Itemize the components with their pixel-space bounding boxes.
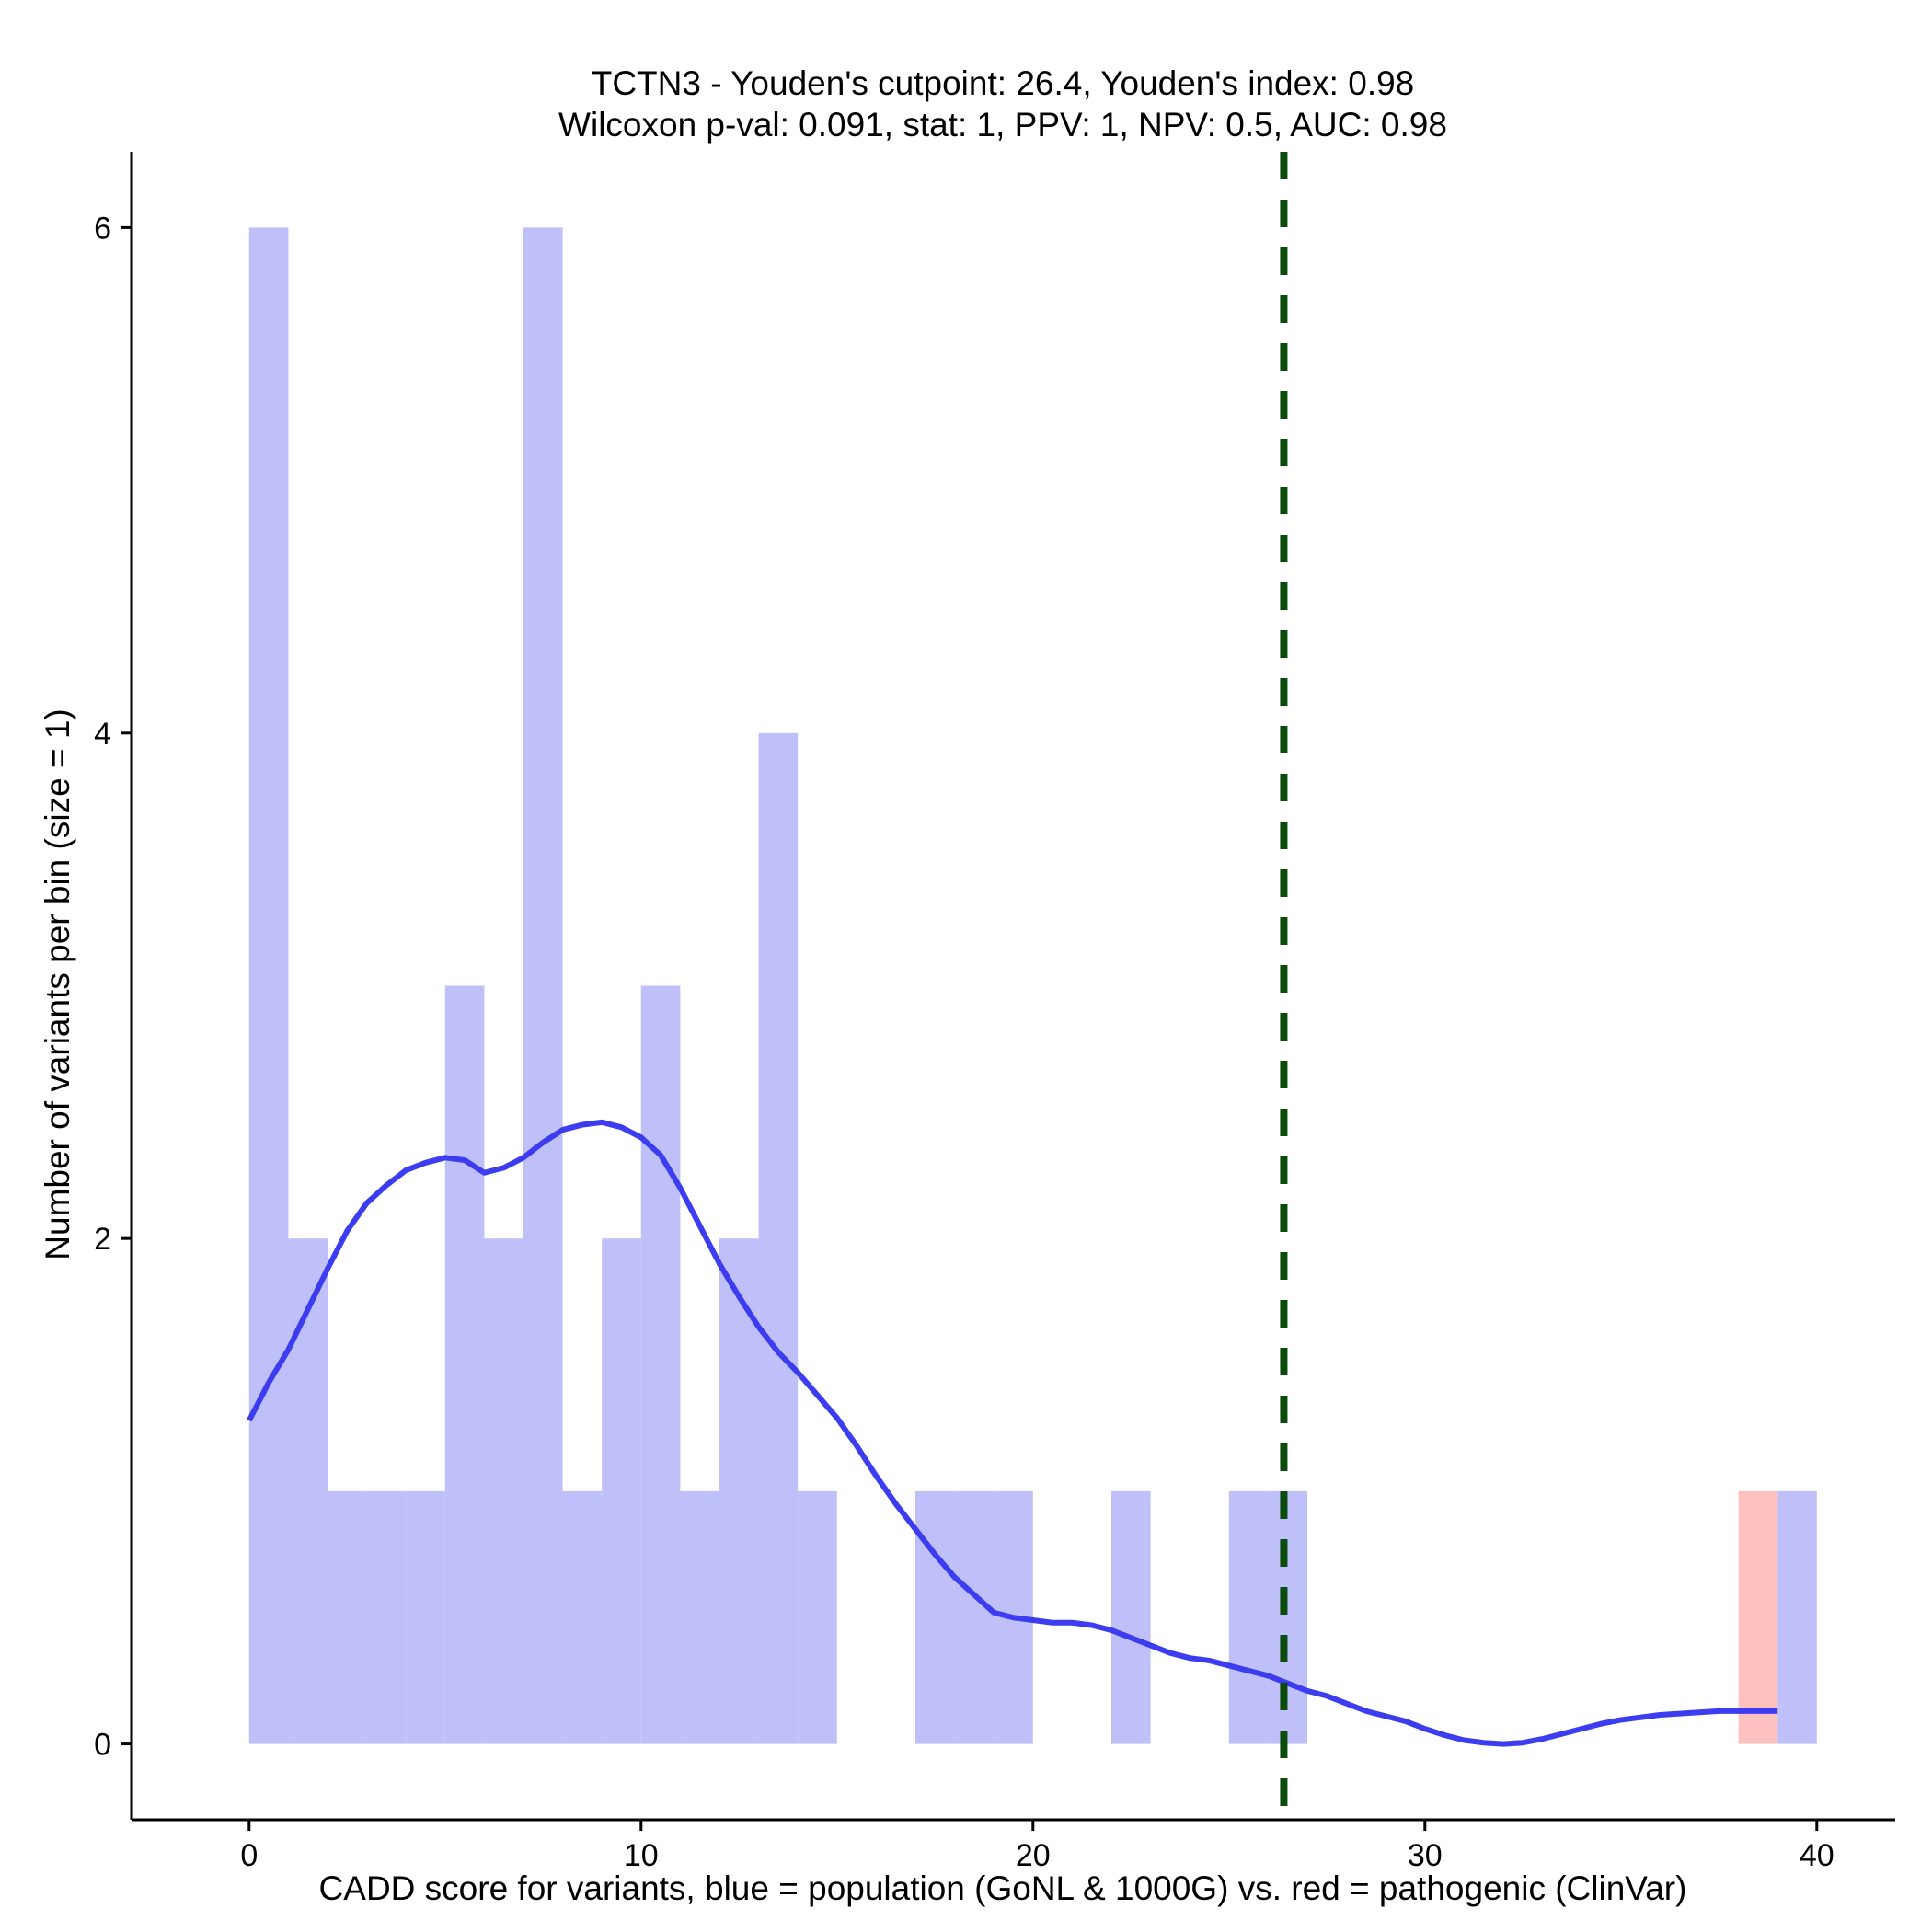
x-tick-label: 0 <box>240 1838 258 1873</box>
density-curve-layer <box>247 1119 1778 1747</box>
population-bar <box>406 1490 445 1744</box>
population-bar <box>523 227 563 1744</box>
population-bar <box>1111 1490 1151 1744</box>
population-bar <box>1228 1490 1269 1744</box>
y-tick-label: 6 <box>94 211 111 246</box>
population-bar <box>366 1490 407 1744</box>
population-bar <box>915 1490 955 1744</box>
population-bar <box>562 1490 603 1744</box>
y-axis-label: Number of variants per bin (size = 1) <box>39 708 76 1259</box>
population-bar <box>602 1238 641 1744</box>
population-bar <box>484 1238 523 1744</box>
chart-title: TCTN3 - Youden's cutpoint: 26.4, Youden'… <box>592 64 1415 102</box>
y-tick-label: 2 <box>94 1222 111 1257</box>
y-tick-label: 0 <box>94 1728 111 1763</box>
population-bar <box>444 985 485 1744</box>
population-bar <box>1777 1490 1817 1744</box>
y-tick-label: 4 <box>94 717 111 752</box>
density-curve <box>247 1119 1778 1747</box>
population-bar <box>248 227 289 1744</box>
pathogenic-bar <box>1738 1490 1778 1744</box>
population-bar <box>758 732 799 1744</box>
population-bar <box>1268 1490 1307 1744</box>
population-bar <box>954 1490 995 1744</box>
x-axis-ticks: 0 10 20 30 40 <box>240 1820 1834 1873</box>
population-bar <box>288 1238 328 1744</box>
population-bar <box>640 985 681 1744</box>
chart-subtitle: Wilcoxon p-val: 0.091, stat: 1, PPV: 1, … <box>558 106 1447 144</box>
x-tick-label: 30 <box>1408 1838 1443 1873</box>
population-bar <box>719 1238 759 1744</box>
x-tick-label: 10 <box>624 1838 659 1873</box>
y-axis-ticks: 0 2 4 6 <box>94 211 132 1763</box>
histogram-bars <box>248 227 1817 1744</box>
x-tick-label: 20 <box>1016 1838 1051 1873</box>
population-bar <box>798 1490 837 1744</box>
x-tick-label: 40 <box>1800 1838 1834 1873</box>
x-axis-label: CADD score for variants, blue = populati… <box>319 1869 1687 1907</box>
population-bar <box>328 1490 367 1744</box>
population-bar <box>680 1490 719 1744</box>
